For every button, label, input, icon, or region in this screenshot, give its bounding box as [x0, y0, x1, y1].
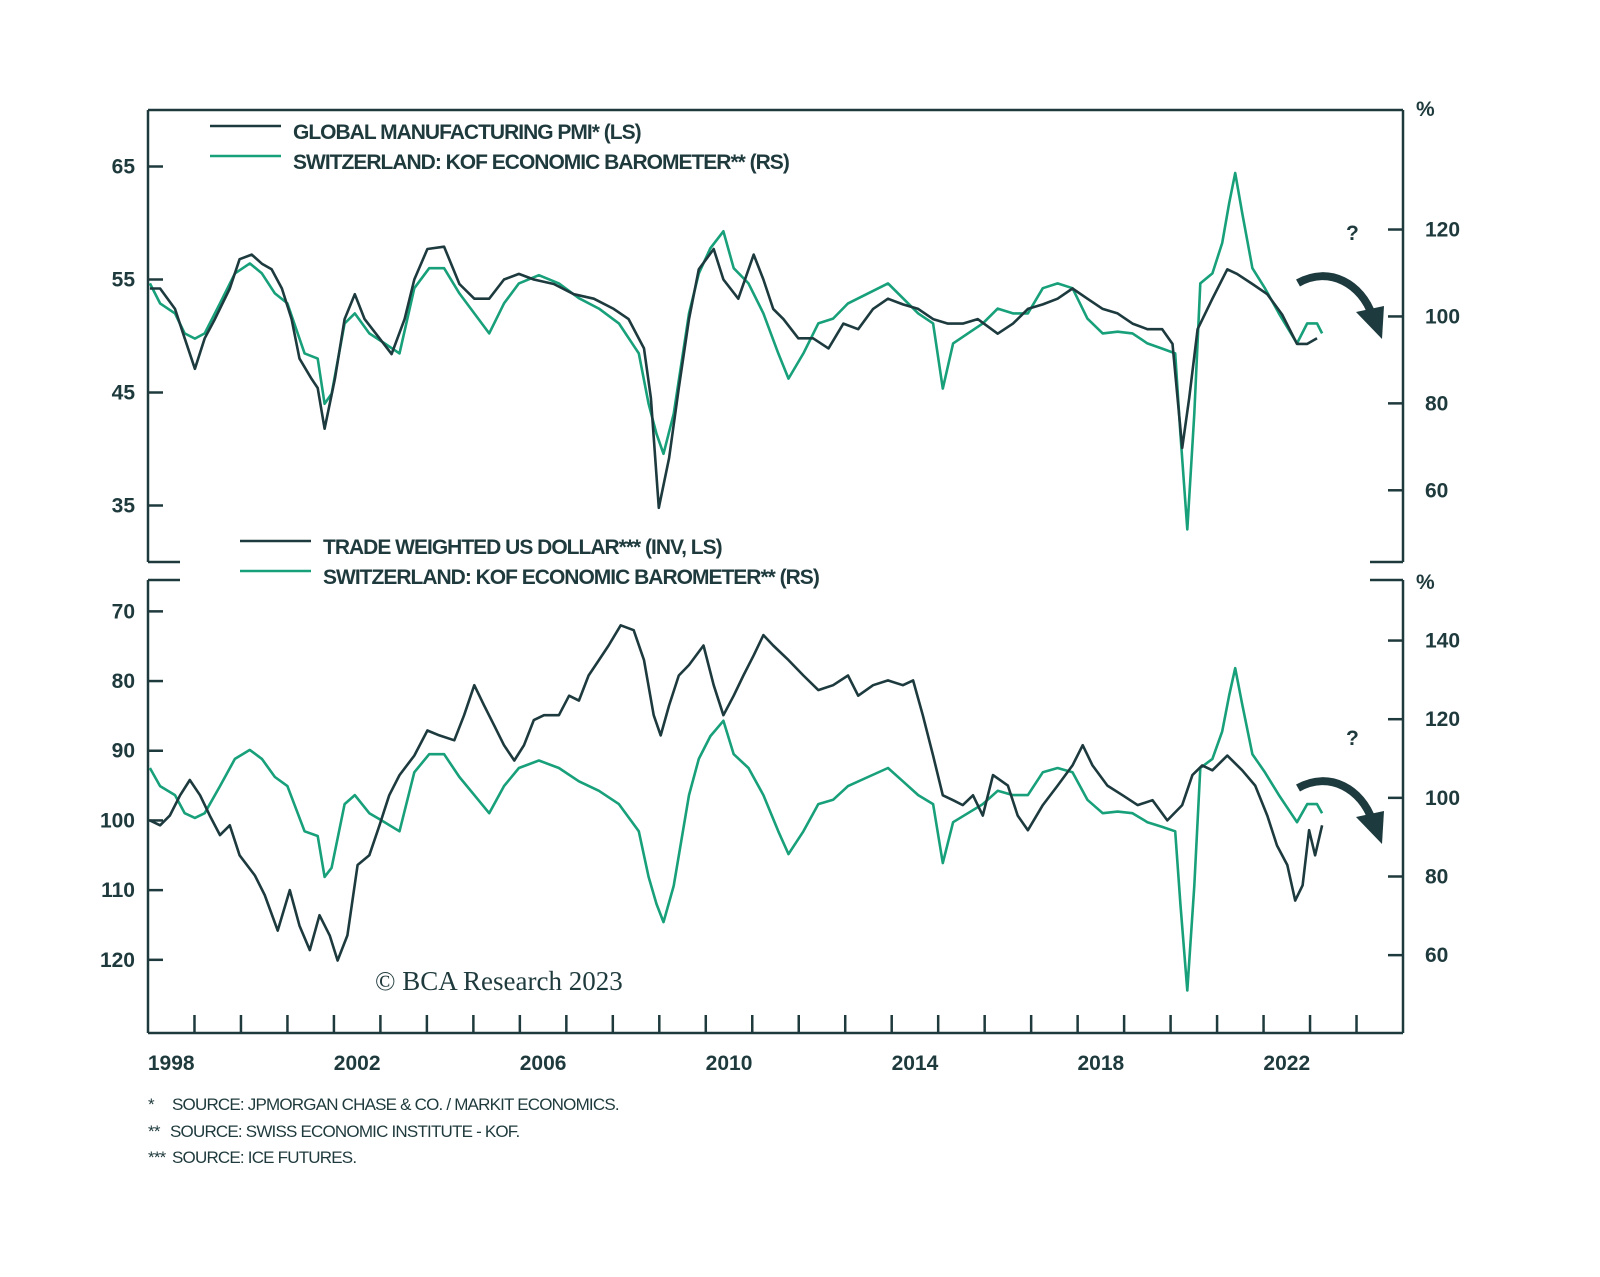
- right-y-tick-label: 60: [1425, 944, 1448, 967]
- x-tick-label: 2022: [1263, 1052, 1310, 1075]
- right-y-tick-label: 120: [1425, 708, 1460, 731]
- left-y-tick-label: 120: [100, 949, 135, 972]
- x-tick-label: 1998: [148, 1052, 195, 1075]
- legend-label-kof: SWITZERLAND: KOF ECONOMIC BAROMETER** (R…: [293, 151, 789, 174]
- legend-label-pmi: GLOBAL MANUFACTURING PMI* (LS): [293, 121, 641, 144]
- right-axis-unit-top: %: [1416, 98, 1435, 121]
- us-dollar-line: [149, 624, 1324, 962]
- x-tick-label: 2006: [520, 1052, 567, 1075]
- right-y-tick-label: 80: [1425, 392, 1448, 415]
- legend-top: GLOBAL MANUFACTURING PMI* (LS) SWITZERLA…: [210, 121, 790, 174]
- right-y-tick-label: 120: [1425, 219, 1460, 242]
- footnote-text: SOURCE: ICE FUTURES.: [172, 1148, 356, 1167]
- right-y-tick-label: 100: [1425, 305, 1460, 328]
- curved-arrow-down-icon: [1296, 272, 1384, 339]
- legend-label-kof: SWITZERLAND: KOF ECONOMIC BAROMETER** (R…: [323, 566, 819, 589]
- left-y-tick-label: 65: [112, 156, 136, 179]
- left-y-tick-label: 110: [101, 879, 135, 902]
- left-y-tick-label: 35: [112, 495, 136, 518]
- x-tick-label: 2002: [334, 1052, 381, 1075]
- left-y-tick-label: 100: [100, 809, 135, 832]
- footnote-mark: *: [148, 1095, 155, 1114]
- left-y-tick-label: 80: [112, 670, 135, 693]
- footnote-mark: **: [148, 1122, 161, 1141]
- series-lines: [148, 171, 1324, 992]
- right-y-tick-label: 140: [1425, 630, 1460, 653]
- x-tick-label: 2014: [892, 1052, 939, 1075]
- footnote-text: SOURCE: SWISS ECONOMIC INSTITUTE - KOF.: [170, 1122, 520, 1141]
- legend-bottom: TRADE WEIGHTED US DOLLAR*** (INV, LS) SW…: [240, 536, 820, 589]
- kof-line: [148, 171, 1324, 531]
- x-tick-label: 2018: [1078, 1052, 1125, 1075]
- kof-line: [148, 666, 1324, 992]
- left-y-tick-label: 45: [112, 382, 136, 405]
- legend-label-dollar: TRADE WEIGHTED US DOLLAR*** (INV, LS): [323, 536, 722, 559]
- right-y-tick-label: 100: [1425, 787, 1460, 810]
- question-mark-annotation-top: ?: [1346, 222, 1359, 245]
- axis-ticks: 1998 2002 2006 2010 2014 2018 2022 65 55 45 35 120 1…: [100, 156, 1460, 1076]
- left-y-tick-label: 70: [112, 600, 135, 623]
- left-y-tick-label: 90: [112, 740, 135, 763]
- bca-watermark: © BCA Research 2023: [375, 966, 623, 996]
- footnote-mark: ***: [148, 1148, 167, 1167]
- footnotes: * SOURCE: JPMORGAN CHASE & CO. / MARKIT …: [148, 1095, 620, 1167]
- right-y-tick-label: 60: [1425, 479, 1448, 502]
- chart-frames: [146, 108, 1405, 1035]
- pmi-line: [149, 245, 1318, 510]
- right-y-tick-label: 80: [1425, 865, 1448, 888]
- question-mark-annotation-bottom: ?: [1346, 727, 1359, 750]
- left-y-tick-label: 55: [112, 269, 136, 292]
- footnote-text: SOURCE: JPMORGAN CHASE & CO. / MARKIT EC…: [172, 1095, 619, 1114]
- x-tick-label: 2010: [706, 1052, 753, 1075]
- right-axis-unit-bottom: %: [1416, 571, 1435, 594]
- curved-arrow-down-icon: [1296, 777, 1384, 844]
